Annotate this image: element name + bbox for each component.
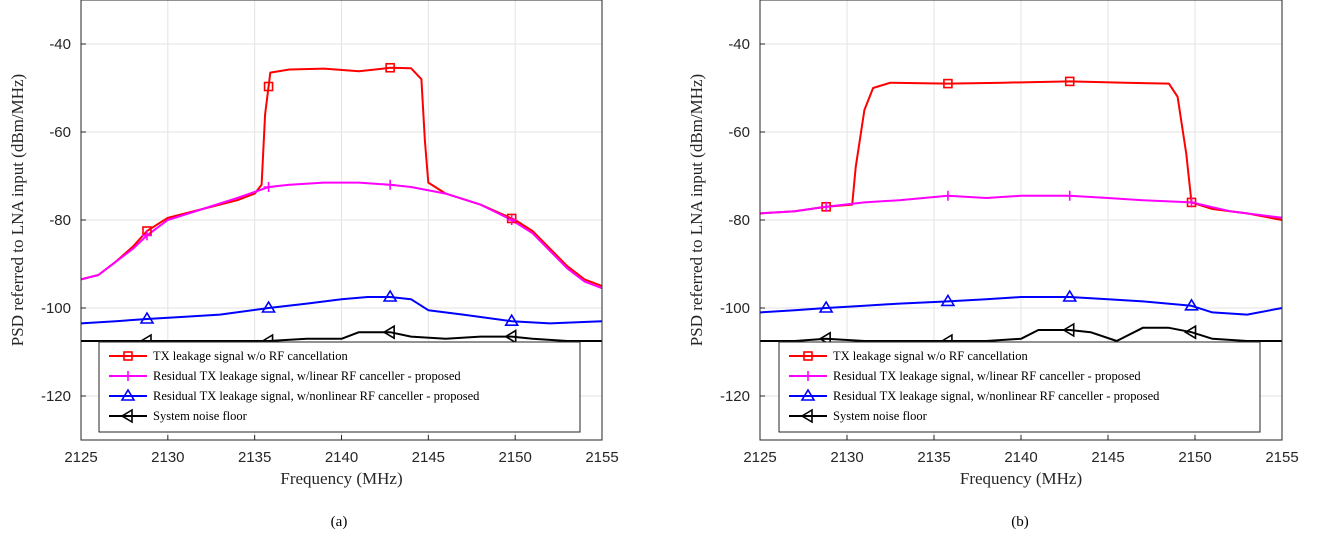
- x-tick-label-4: 2145: [412, 449, 445, 466]
- legend-box: [98, 341, 581, 433]
- series-1-marker-3: [1186, 197, 1197, 208]
- x-tick-label-3: 2140: [325, 449, 358, 466]
- y-axis-label: PSD referred to LNA input (dBm/MHz): [687, 74, 706, 346]
- panel-caption: (b): [1011, 514, 1029, 530]
- series-1-marker-0: [821, 201, 832, 212]
- y-tick-label-2: -80: [49, 212, 71, 229]
- series-2-marker-0: [139, 311, 155, 324]
- y-tick-label-4: -120: [720, 388, 750, 405]
- x-tick-label-1: 2130: [830, 449, 863, 466]
- y-axis-label: PSD referred to LNA input (dBm/MHz): [8, 74, 27, 346]
- y-tick-label-4: -120: [41, 388, 71, 405]
- series-0-marker-2: [1064, 76, 1075, 87]
- series-0-marker-1: [943, 78, 953, 89]
- series-3-marker-2: [382, 324, 395, 340]
- legend-marker-1: [803, 371, 813, 381]
- series-2-marker-2: [1062, 289, 1078, 302]
- legend-entry-1: Residual TX leakage signal, w/linear RF …: [833, 369, 1141, 383]
- legend-marker-3: [800, 408, 813, 424]
- series-line-0: [80, 66, 603, 287]
- y-tick-label-2: -80: [728, 212, 750, 229]
- x-axis-label: Frequency (MHz): [960, 469, 1082, 488]
- x-axis-label: Frequency (MHz): [280, 469, 402, 488]
- series-3-marker-3: [504, 329, 517, 345]
- series-1-marker-2: [1064, 190, 1075, 201]
- series-0-marker-1: [263, 81, 274, 92]
- legend: TX leakage signal w/o RF cancellation Res…: [98, 341, 581, 433]
- legend-entry-0: TX leakage signal w/o RF cancellation: [833, 349, 1028, 363]
- legend-marker-1: [123, 371, 133, 381]
- legend-entry-3: System noise floor: [153, 409, 248, 423]
- y-tick-label-1: -60: [49, 124, 71, 141]
- legend-marker-3: [120, 408, 133, 424]
- series-2-marker-1: [940, 293, 956, 307]
- legend-marker-2: [800, 388, 816, 401]
- legend-entry-2: Residual TX leakage signal, w/nonlinear …: [833, 389, 1160, 403]
- series-line-1: [759, 194, 1283, 219]
- x-tick-label-2: 2135: [917, 449, 950, 466]
- series-2-marker-3: [504, 313, 520, 327]
- series-2-marker-0: [818, 300, 834, 313]
- x-tick-label-0: 2125: [64, 449, 97, 466]
- series-1-marker-2: [385, 179, 396, 190]
- y-tick-label-3: -100: [720, 300, 750, 317]
- series-line-3: [81, 331, 602, 342]
- chart-panel-0: 2125 2130 2135 2140 2145 2150 2155 -40 -60 -80 -10…: [8, 0, 619, 530]
- series-0-marker-2: [385, 62, 395, 73]
- series-line-2: [759, 296, 1283, 316]
- x-tick-label-1: 2130: [151, 449, 184, 466]
- series-1-marker-1: [263, 182, 274, 192]
- x-tick-label-0: 2125: [743, 449, 776, 466]
- y-tick-label-0: -40: [49, 36, 71, 53]
- legend-entry-0: TX leakage signal w/o RF cancellation: [153, 349, 348, 363]
- series-2-marker-1: [261, 300, 276, 313]
- chart-panel-1: 2125 2130 2135 2140 2145 2150 2155 -40 -60 -80 -10…: [687, 0, 1299, 530]
- legend-box: [778, 341, 1261, 433]
- y-tick-label-3: -100: [41, 300, 71, 317]
- legend-marker-2: [120, 388, 136, 401]
- legend-entry-2: Residual TX leakage signal, w/nonlinear …: [153, 389, 480, 403]
- x-tick-label-6: 2155: [1265, 449, 1298, 466]
- legend-entry-1: Residual TX leakage signal, w/linear RF …: [153, 369, 461, 383]
- series-1-marker-1: [942, 190, 953, 201]
- series-2-marker-2: [382, 289, 398, 302]
- panel-caption: (a): [331, 514, 348, 530]
- legend-entry-3: System noise floor: [833, 409, 928, 423]
- series-3-marker-2: [1062, 322, 1075, 338]
- x-tick-label-5: 2150: [498, 449, 531, 466]
- y-tick-label-0: -40: [728, 36, 750, 53]
- x-tick-label-3: 2140: [1004, 449, 1037, 466]
- series-2-marker-3: [1184, 298, 1199, 311]
- series-line-1: [80, 181, 603, 290]
- x-tick-label-4: 2145: [1091, 449, 1124, 466]
- series-1-marker-3: [506, 215, 517, 225]
- legend: TX leakage signal w/o RF cancellation Res…: [778, 341, 1261, 433]
- x-tick-label-5: 2150: [1178, 449, 1211, 466]
- x-tick-label-2: 2135: [238, 449, 271, 466]
- y-tick-label-1: -60: [728, 124, 750, 141]
- x-tick-label-6: 2155: [585, 449, 618, 466]
- series-3-marker-3: [1183, 324, 1197, 340]
- series-1-marker-0: [141, 230, 152, 241]
- series-line-2: [80, 296, 603, 325]
- legend-marker-0: [803, 351, 813, 361]
- legend-marker-0: [123, 351, 133, 361]
